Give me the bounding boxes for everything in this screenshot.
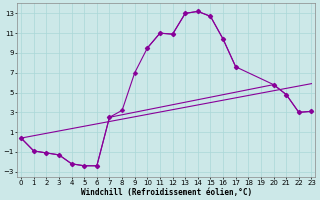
X-axis label: Windchill (Refroidissement éolien,°C): Windchill (Refroidissement éolien,°C): [81, 188, 252, 197]
